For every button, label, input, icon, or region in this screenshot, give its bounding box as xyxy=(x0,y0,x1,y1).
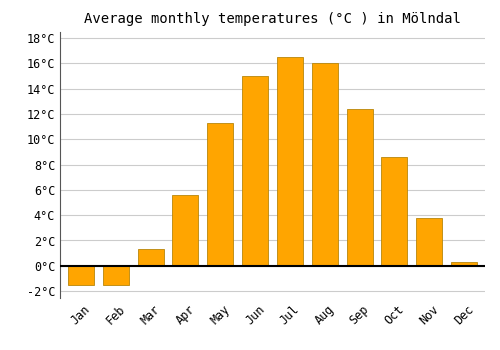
Bar xyxy=(138,249,164,266)
Bar xyxy=(172,195,199,266)
Bar xyxy=(242,76,268,266)
Bar xyxy=(312,63,338,266)
Bar xyxy=(102,266,129,285)
Bar xyxy=(416,218,442,266)
Bar xyxy=(68,266,94,285)
Title: Average monthly temperatures (°C ) in Mölndal: Average monthly temperatures (°C ) in Mö… xyxy=(84,12,461,26)
Bar xyxy=(277,57,303,266)
Bar xyxy=(207,123,234,266)
Bar xyxy=(346,109,372,266)
Bar xyxy=(451,262,477,266)
Bar xyxy=(382,157,407,266)
